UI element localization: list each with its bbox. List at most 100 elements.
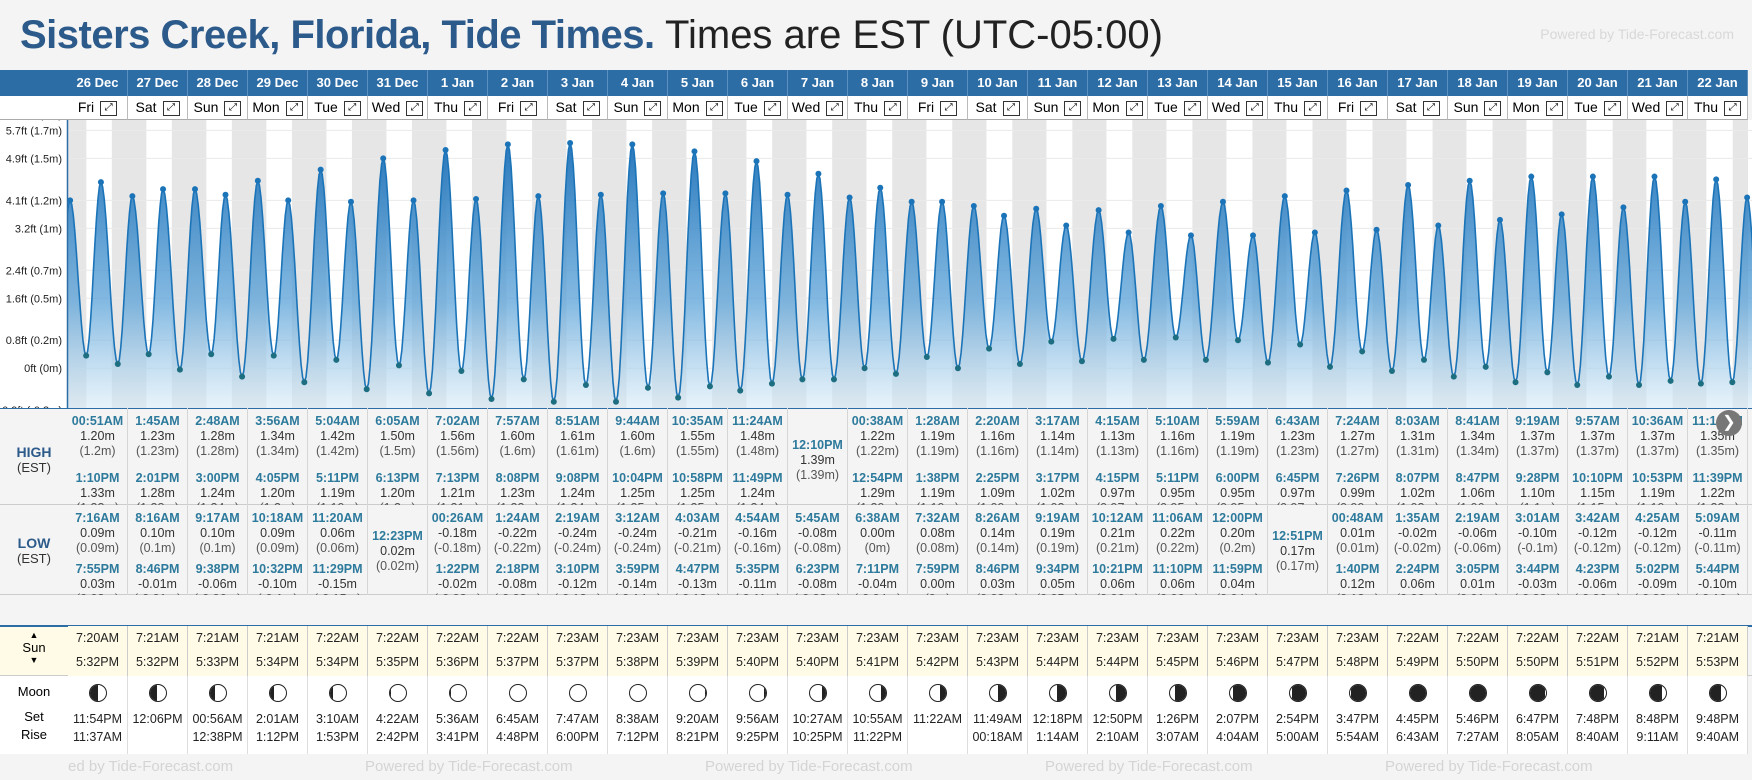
low-tide-height-alt: (-0.13m) bbox=[668, 592, 727, 595]
expand-icon[interactable]: ⤢ bbox=[406, 100, 424, 116]
expand-icon[interactable]: ⤢ bbox=[1422, 100, 1440, 116]
dow-label: Fri bbox=[917, 99, 935, 115]
sunset-arrow-icon: ▼ bbox=[29, 655, 39, 665]
expand-icon[interactable]: ⤢ bbox=[1304, 100, 1322, 116]
sun-times: 7:22AM 5:50PM bbox=[1508, 626, 1568, 676]
expand-icon[interactable]: ⤢ bbox=[1125, 100, 1143, 116]
low-tide-height-alt: (-0.16m) bbox=[733, 541, 782, 555]
moon-phase-icon bbox=[1348, 684, 1367, 702]
low-tide-point bbox=[1512, 379, 1519, 386]
moon-phase-icon bbox=[1408, 684, 1427, 702]
expand-icon[interactable]: ⤢ bbox=[1002, 100, 1020, 116]
dow-label: Sat bbox=[135, 99, 157, 115]
sunset-time: 5:43PM bbox=[975, 655, 1020, 669]
sun-times: 7:23AM 5:42PM bbox=[908, 626, 968, 676]
expand-icon[interactable]: ⤢ bbox=[1183, 100, 1201, 116]
expand-icon[interactable]: ⤢ bbox=[644, 100, 662, 116]
day-of-week: Thu ⤢ bbox=[1268, 96, 1328, 120]
high-tide-height-alt: (1.55m) bbox=[675, 444, 720, 458]
dow-label: Sun bbox=[193, 99, 219, 115]
low-tide-time: 5:35PM bbox=[735, 562, 780, 576]
moonrise-time: 8:21PM bbox=[675, 730, 720, 744]
high-tide-point bbox=[504, 141, 511, 148]
low-tide-entry: 1:24AM -0.22m (-0.22m) bbox=[488, 511, 547, 556]
low-tide-height: -0.10m bbox=[1698, 577, 1737, 591]
high-tide-height-alt: (1.28m) bbox=[128, 501, 187, 505]
moonrise-time: 11:37AM bbox=[72, 730, 123, 744]
moon-phase-icon bbox=[1528, 684, 1547, 702]
expand-icon[interactable]: ⤢ bbox=[464, 100, 482, 116]
low-tide-point bbox=[270, 352, 277, 359]
low-tide-entry: 11:06AM 0.22m (0.22m) bbox=[1148, 511, 1207, 556]
expand-icon[interactable]: ⤢ bbox=[1246, 100, 1264, 116]
high-tide-point bbox=[1528, 173, 1535, 180]
expand-icon[interactable]: ⤢ bbox=[285, 100, 303, 116]
moon-phase-icon bbox=[448, 684, 467, 702]
expand-icon[interactable]: ⤢ bbox=[1360, 100, 1378, 116]
expand-icon[interactable]: ⤢ bbox=[162, 100, 180, 116]
scroll-right-button[interactable]: ❯ bbox=[1716, 410, 1742, 436]
sunset-time: 5:45PM bbox=[1155, 655, 1200, 669]
low-tide-time: 3:42AM bbox=[1575, 511, 1620, 525]
low-tide-height: 0.22m bbox=[1160, 526, 1195, 540]
expand-icon[interactable]: ⤢ bbox=[1724, 100, 1742, 116]
moon-phase-icon bbox=[988, 684, 1007, 702]
expand-icon[interactable]: ⤢ bbox=[763, 100, 781, 116]
low-tide-point bbox=[145, 351, 152, 358]
expand-icon[interactable]: ⤢ bbox=[940, 100, 958, 116]
low-tide-height: -0.04m bbox=[858, 577, 897, 591]
low-tide-time: 5:45AM bbox=[795, 511, 840, 525]
day-of-week: Fri ⤢ bbox=[908, 96, 968, 120]
high-tide-point bbox=[877, 184, 884, 191]
low-tide-entry: 10:32PM-0.10m(-0.1m) bbox=[248, 562, 307, 595]
moon-phase-icon bbox=[388, 684, 407, 702]
moon-shade bbox=[89, 685, 99, 701]
high-tide-height-alt: (1.23m) bbox=[1275, 444, 1320, 458]
expand-icon[interactable]: ⤢ bbox=[1064, 100, 1082, 116]
expand-icon[interactable]: ⤢ bbox=[826, 100, 844, 116]
sunset-time: 5:44PM bbox=[1095, 655, 1140, 669]
expand-icon[interactable]: ⤢ bbox=[582, 100, 600, 116]
low-tide-height-alt: (0.06m) bbox=[1388, 592, 1447, 595]
high-tide-height: 0.95m bbox=[1160, 486, 1195, 500]
high-tide-point bbox=[535, 193, 542, 200]
low-tide-entry: 7:32AM 0.08m (0.08m) bbox=[908, 511, 967, 556]
moonset-time: 9:56AM bbox=[735, 712, 780, 726]
dow-label: Fri bbox=[497, 99, 515, 115]
expand-icon[interactable]: ⤢ bbox=[1484, 100, 1502, 116]
expand-icon[interactable]: ⤢ bbox=[705, 100, 723, 116]
date-header: 22 Jan bbox=[1688, 70, 1748, 96]
low-tide-entry: 4:54AM -0.16m (-0.16m) bbox=[728, 511, 787, 556]
dow-label: Mon bbox=[672, 99, 700, 115]
high-tide-time: 9:19AM bbox=[1515, 414, 1560, 428]
high-tide-height: 1.15m bbox=[1580, 486, 1615, 500]
y-tick-label: -0.9ft (-0.3m) bbox=[0, 405, 62, 408]
low-tide-time: 2:24PM bbox=[1395, 562, 1440, 576]
date-header: 28 Dec bbox=[188, 70, 248, 96]
high-tide-height: 1.22m bbox=[1700, 486, 1735, 500]
expand-icon[interactable]: ⤢ bbox=[1603, 100, 1621, 116]
expand-icon[interactable]: ⤢ bbox=[100, 100, 118, 116]
expand-icon[interactable]: ⤢ bbox=[343, 100, 361, 116]
high-tide-entry: 4:15AM 1.13m (1.13m) bbox=[1088, 414, 1147, 459]
row-divider bbox=[0, 504, 1752, 505]
day-of-week: Sun ⤢ bbox=[1448, 96, 1508, 120]
y-tick-label: 5.7ft (1.7m) bbox=[6, 125, 62, 137]
high-tide-height-alt: (1.31m) bbox=[1395, 444, 1440, 458]
moonset-time: 1:26PM bbox=[1155, 712, 1200, 726]
high-tide-height-alt: (1.1m) bbox=[1508, 501, 1567, 505]
expand-icon[interactable]: ⤢ bbox=[224, 100, 242, 116]
expand-icon[interactable]: ⤢ bbox=[520, 100, 538, 116]
expand-icon[interactable]: ⤢ bbox=[1666, 100, 1684, 116]
expand-icon[interactable]: ⤢ bbox=[1545, 100, 1563, 116]
expand-icon[interactable]: ⤢ bbox=[884, 100, 902, 116]
